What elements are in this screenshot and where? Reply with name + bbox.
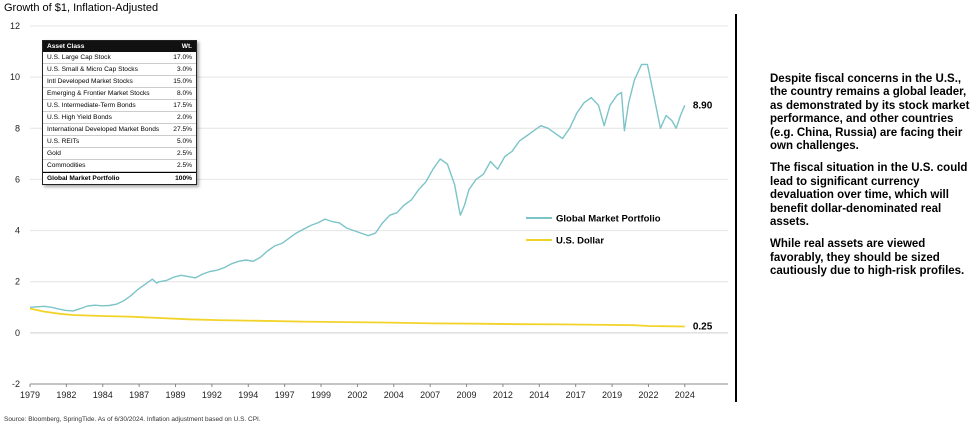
asset-class-header: Asset Class: [47, 43, 85, 50]
y-tick-label: 8: [15, 123, 20, 133]
asset-class-weight: 27.5%: [173, 126, 192, 133]
x-tick-label: 1994: [238, 390, 258, 400]
x-tick-label: 1997: [275, 390, 295, 400]
x-tick-label: 2007: [420, 390, 440, 400]
x-tick-label: 2022: [638, 390, 658, 400]
asset-class-weight: 5.0%: [176, 138, 192, 145]
allocation-row: U.S. Small & Micro Cap Stocks 3.0%: [43, 64, 196, 76]
x-tick-label: 1987: [129, 390, 149, 400]
x-tick-label: 2024: [675, 390, 695, 400]
x-tick-label: 1999: [311, 390, 331, 400]
y-tick-label: -2: [12, 379, 20, 389]
asset-class-label: U.S. REITs: [47, 138, 80, 145]
commentary-paragraph-2: The fiscal situation in the U.S. could l…: [770, 162, 968, 229]
allocation-row: U.S. High Yield Bonds 2.0%: [43, 112, 196, 124]
asset-class-weight: 15.0%: [173, 78, 192, 85]
asset-class-label: U.S. Large Cap Stock: [47, 54, 111, 61]
commentary-panel: Despite fiscal concerns in the U.S., the…: [770, 73, 970, 288]
dollar-series-line: [29, 307, 685, 328]
chart-title: Growth of $1, Inflation-Adjusted: [4, 2, 159, 14]
y-tick-label: 0: [15, 328, 20, 338]
x-tick-label: 2009: [457, 390, 477, 400]
chart-legend: Global Market Portfolio U.S. Dollar: [526, 214, 661, 247]
allocation-row: U.S. REITs 5.0%: [43, 136, 196, 148]
y-axis-ticks: -2 0 2 4 6 8 10 12: [10, 21, 20, 389]
asset-class-label: Emerging & Frontier Market Stocks: [47, 90, 150, 97]
commentary-paragraph-3: While real assets are viewed favorably, …: [770, 238, 965, 278]
asset-class-label: U.S. Small & Micro Cap Stocks: [47, 66, 138, 73]
x-tick-label: 1984: [93, 390, 113, 400]
asset-class-label: U.S. Intermediate-Term Bonds: [47, 102, 136, 109]
dollar-end-label: 0.25: [693, 321, 713, 332]
y-tick-label: 10: [10, 72, 20, 82]
allocation-row: Commodities 2.5%: [43, 160, 196, 172]
asset-class-weight: 17.5%: [173, 102, 192, 109]
x-tick-label: 1992: [202, 390, 222, 400]
asset-class-weight: 2.0%: [176, 114, 192, 121]
weight-header: Wt.: [181, 43, 192, 50]
commentary-paragraph-1: Despite fiscal concerns in the U.S., the…: [770, 73, 970, 153]
x-tick-label: 1989: [166, 390, 186, 400]
portfolio-end-label: 8.90: [693, 100, 713, 111]
total-weight: 100%: [175, 175, 192, 182]
y-tick-label: 12: [10, 21, 20, 31]
asset-class-label: International Developed Market Bonds: [47, 126, 160, 133]
asset-class-weight: 2.5%: [176, 162, 192, 169]
x-tick-label: 2019: [602, 390, 622, 400]
allocation-table: Asset Class Wt. U.S. Large Cap Stock 17.0…: [42, 40, 197, 185]
x-tick-label: 2004: [384, 390, 404, 400]
y-tick-label: 6: [15, 174, 20, 184]
asset-class-weight: 8.0%: [176, 90, 192, 97]
legend-label: Global Market Portfolio: [556, 214, 661, 225]
legend-label: U.S. Dollar: [556, 236, 604, 247]
y-tick-label: 2: [15, 277, 20, 287]
total-label: Global Market Portfolio: [47, 175, 120, 182]
allocation-row: Intl Developed Market Stocks 15.0%: [43, 76, 196, 88]
allocation-row: U.S. Large Cap Stock 17.0%: [43, 52, 196, 64]
gridlines: [30, 25, 728, 385]
allocation-rows: U.S. Large Cap Stock 17.0% U.S. Small & Mi…: [43, 52, 196, 172]
x-tick-label: 1982: [56, 390, 76, 400]
x-axis-ticks: 1979 1982 1984 1987 1989 1992 1994 1997 1999 2002…: [20, 384, 695, 400]
x-tick-label: 2014: [529, 390, 549, 400]
x-tick-label: 1979: [20, 390, 40, 400]
asset-class-weight: 17.0%: [173, 54, 192, 61]
asset-class-label: Gold: [47, 150, 61, 157]
allocation-row: Emerging & Frontier Market Stocks 8.0%: [43, 88, 196, 100]
allocation-total-row: Global Market Portfolio 100%: [43, 172, 196, 184]
x-tick-label: 2012: [493, 390, 513, 400]
allocation-row: International Developed Market Bonds 27.5…: [43, 124, 196, 136]
source-note: Source: Bloomberg, SpringTide. As of 6/3…: [4, 416, 261, 423]
series-lines: 8.90 0.25: [29, 63, 713, 332]
asset-class-label: Commodities: [47, 162, 86, 169]
x-tick-label: 2017: [566, 390, 586, 400]
x-tick-label: 2002: [347, 390, 367, 400]
vertical-divider: [735, 14, 737, 402]
portfolio-series-line: [29, 63, 686, 312]
allocation-table-header: Asset Class Wt.: [43, 41, 196, 52]
allocation-row: Gold 2.5%: [43, 148, 196, 160]
asset-class-label: U.S. High Yield Bonds: [47, 114, 112, 121]
asset-class-label: Intl Developed Market Stocks: [47, 78, 133, 85]
asset-class-weight: 3.0%: [176, 66, 192, 73]
y-tick-label: 4: [15, 226, 20, 236]
allocation-row: U.S. Intermediate-Term Bonds 17.5%: [43, 100, 196, 112]
asset-class-weight: 2.5%: [176, 150, 192, 157]
